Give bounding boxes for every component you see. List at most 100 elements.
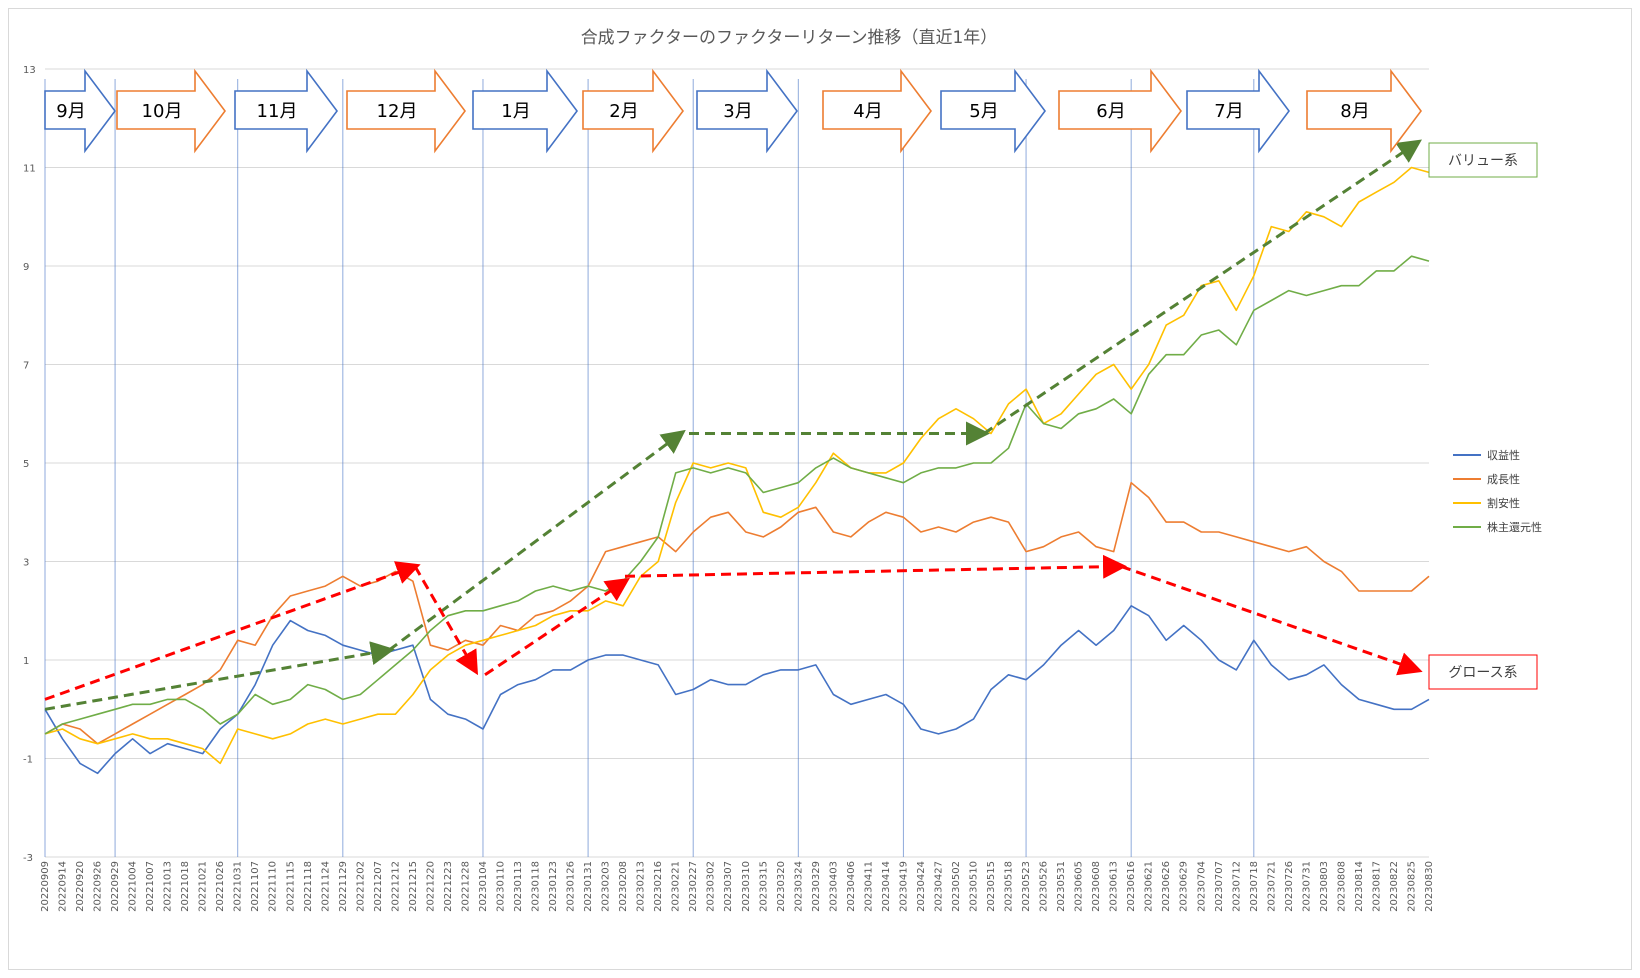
month-arrow: 8月 xyxy=(1306,68,1422,154)
month-arrow: 6月 xyxy=(1058,68,1182,154)
x-tick-label: 20230814 xyxy=(1354,861,1365,912)
x-tick-label: 20230411 xyxy=(863,861,874,912)
x-tick-label: 20230523 xyxy=(1021,861,1032,912)
x-tick-label: 20230320 xyxy=(776,861,787,912)
y-tick-label: 5 xyxy=(23,459,29,470)
x-tick-label: 20230726 xyxy=(1284,861,1295,912)
x-tick-label: 20230608 xyxy=(1091,861,1102,912)
legend-label: 株主還元性 xyxy=(1487,520,1542,534)
legend-label: 成長性 xyxy=(1487,472,1520,486)
month-label: 9月 xyxy=(56,101,85,122)
month-arrow: 11月 xyxy=(234,68,338,154)
month-arrow: 10月 xyxy=(116,68,226,154)
x-tick-label: 20221215 xyxy=(408,861,419,912)
x-tick-label: 20230605 xyxy=(1074,861,1085,912)
x-tick-label: 20221110 xyxy=(268,861,279,912)
factor-return-chart: 合成ファクターのファクターリターン推移（直近1年） -3-1135791113 … xyxy=(23,28,1542,912)
month-label: 6月 xyxy=(1096,101,1125,122)
month-arrow: 5月 xyxy=(940,68,1046,154)
legend-label: 収益性 xyxy=(1487,448,1520,462)
growth-callout: グロース系 xyxy=(1428,654,1538,690)
month-arrow-shape xyxy=(822,68,932,154)
x-tick-label: 20230221 xyxy=(671,861,682,912)
x-tick-label: 20221202 xyxy=(355,861,366,912)
x-tick-label: 20230227 xyxy=(688,861,699,912)
month-arrow-shape xyxy=(1306,68,1422,154)
y-tick-label: 3 xyxy=(23,558,29,569)
month-label: 5月 xyxy=(969,101,998,122)
x-tick-label: 20220909 xyxy=(40,861,51,912)
month-arrow: 3月 xyxy=(696,68,798,154)
month-label: 11月 xyxy=(257,101,298,122)
callouts: バリュー系 グロース系 xyxy=(1428,142,1538,690)
x-tick-label: 20230406 xyxy=(846,861,857,912)
month-arrow: 4月 xyxy=(822,68,932,154)
month-arrow-shape xyxy=(1186,68,1290,154)
x-tick-label: 20221013 xyxy=(163,861,174,912)
x-tick-label: 20230324 xyxy=(793,861,804,912)
legend-label: 割安性 xyxy=(1487,496,1520,510)
series-line-2 xyxy=(44,481,1430,745)
x-tick-label: 20220926 xyxy=(93,861,104,912)
x-tick-label: 20230126 xyxy=(566,861,577,912)
value-callout-label: バリュー系 xyxy=(1448,153,1518,169)
month-label: 10月 xyxy=(142,101,183,122)
x-tick-label: 20230808 xyxy=(1336,861,1347,912)
x-tick-label: 20221107 xyxy=(250,861,261,912)
x-tick-label: 20221124 xyxy=(320,861,331,912)
x-tick-label: 20230203 xyxy=(601,861,612,912)
series-line-1 xyxy=(44,604,1430,775)
x-tick-label: 20230825 xyxy=(1406,861,1417,912)
grid-layer xyxy=(45,68,1429,858)
x-tick-label: 20230123 xyxy=(548,861,559,912)
x-tick-label: 20230803 xyxy=(1319,861,1330,912)
month-arrow: 2月 xyxy=(582,68,684,154)
month-label: 7月 xyxy=(1214,101,1243,122)
x-tick-label: 20230131 xyxy=(583,861,594,912)
x-tick-label: 20230704 xyxy=(1196,861,1207,912)
x-tick-label: 20230626 xyxy=(1161,861,1172,912)
x-tick-label: 20230721 xyxy=(1266,861,1277,912)
x-tick-label: 20230621 xyxy=(1144,861,1155,912)
y-tick-label: -3 xyxy=(23,853,33,864)
x-tick-label: 20221018 xyxy=(180,861,191,912)
month-label: 3月 xyxy=(723,101,752,122)
chart-title: 合成ファクターのファクターリターン推移（直近1年） xyxy=(581,28,998,48)
x-tick-label: 20221007 xyxy=(145,861,156,912)
value-trend-arrow-4 xyxy=(983,139,1422,435)
x-tick-label: 20230629 xyxy=(1179,861,1190,912)
x-tick-label: 20230213 xyxy=(636,861,647,912)
x-tick-label: 20221228 xyxy=(460,861,471,912)
x-tick-label: 20230208 xyxy=(618,861,629,912)
month-arrow: 1月 xyxy=(472,68,578,154)
month-label: 1月 xyxy=(501,101,530,122)
x-tick-label: 20230822 xyxy=(1389,861,1400,912)
series-layer xyxy=(44,166,1430,775)
x-tick-label: 20221212 xyxy=(390,861,401,912)
x-tick-label: 20230502 xyxy=(951,861,962,912)
x-tick-label: 20230310 xyxy=(741,861,752,912)
month-arrow: 9月 xyxy=(44,68,116,154)
x-tick-label: 20230113 xyxy=(513,861,524,912)
x-tick-label: 20221115 xyxy=(285,861,296,912)
growth-callout-label: グロース系 xyxy=(1448,665,1517,681)
month-arrows: 9月 10月 11月 12月 1月 2月 3月 4月 5月 6月 7月 8月 xyxy=(44,68,1422,154)
y-tick-label: 11 xyxy=(23,164,36,175)
x-tick-label: 20230830 xyxy=(1424,861,1435,912)
value-trend-arrow-2 xyxy=(388,429,686,652)
month-arrow-shape xyxy=(940,68,1046,154)
series-line-4 xyxy=(44,255,1430,735)
x-tick-label: 20230531 xyxy=(1056,861,1067,912)
month-arrow-shape xyxy=(696,68,798,154)
x-tick-label: 20230307 xyxy=(723,861,734,912)
month-arrow-shape xyxy=(582,68,684,154)
x-tick-label: 20230718 xyxy=(1249,861,1260,912)
x-tick-label: 20230613 xyxy=(1109,861,1120,912)
chart-frame: 合成ファクターのファクターリターン推移（直近1年） -3 -1 1 3 5 7 9 11 13 … xyxy=(8,8,1632,970)
x-tick-label: 20221220 xyxy=(425,861,436,912)
month-label: 12月 xyxy=(377,101,418,122)
month-label: 4月 xyxy=(853,101,882,122)
x-tick-label: 20221118 xyxy=(303,861,314,912)
trend-arrows xyxy=(44,139,1423,711)
